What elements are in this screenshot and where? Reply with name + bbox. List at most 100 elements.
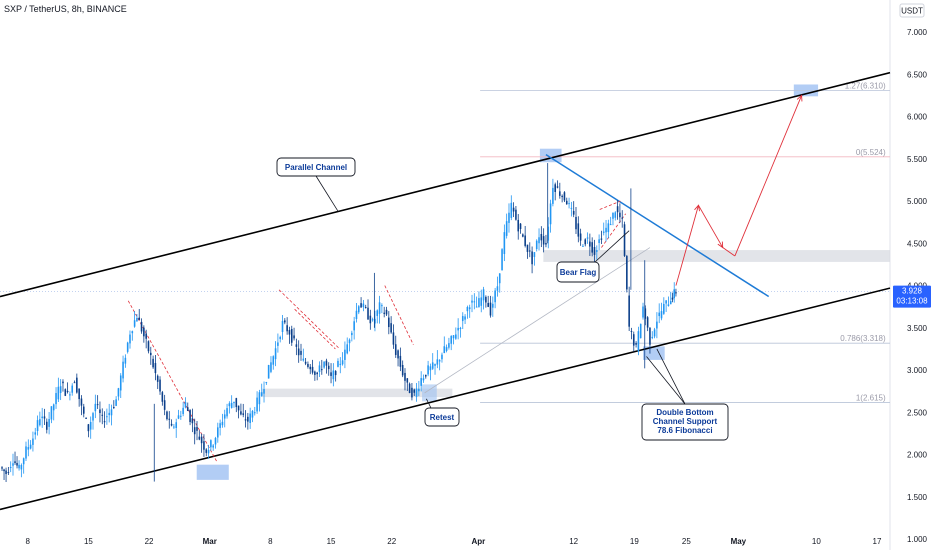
candle-body (554, 184, 557, 192)
candle-body (353, 321, 355, 331)
candle-body (300, 350, 302, 355)
candle-body (138, 317, 141, 320)
y-tick-label: 6.500 (907, 70, 928, 79)
y-tick-label: 6.000 (907, 113, 928, 122)
candle-body (344, 349, 346, 360)
candle-body (297, 348, 300, 356)
candle-body (316, 372, 318, 375)
candle-body (228, 403, 231, 407)
y-axis: 1.0001.5002.0002.5003.0003.5004.0004.500… (907, 28, 928, 544)
candle-body (223, 414, 226, 419)
candle-body (131, 331, 134, 334)
candle-body (468, 307, 471, 310)
x-tick-label: 22 (387, 537, 396, 546)
candle-body (406, 378, 409, 383)
candle-body (415, 388, 418, 397)
callout-box (641, 403, 729, 441)
candle-body (249, 413, 251, 423)
retest-callout[interactable]: Retest (424, 398, 460, 427)
candle-body (200, 436, 203, 444)
candle-body (210, 440, 212, 448)
candle-body (45, 421, 48, 430)
candle-body (371, 319, 374, 321)
candle-body (401, 364, 404, 376)
candle-body (434, 364, 436, 366)
candle-body (189, 410, 191, 422)
candle-body (392, 332, 395, 345)
candle-body (126, 342, 129, 352)
y-tick-label: 4.500 (907, 239, 928, 248)
candle-body (96, 404, 99, 406)
candle-body (357, 306, 360, 313)
candle-body (637, 331, 640, 352)
candle-body (279, 336, 282, 340)
descending-resistance-line[interactable] (545, 153, 770, 298)
candle-body (665, 300, 667, 304)
x-tick-label: 19 (630, 537, 639, 546)
candle-body (512, 207, 515, 212)
candle-body (332, 370, 335, 380)
candle-body (438, 360, 441, 362)
candle-body (39, 419, 41, 426)
candle-body (600, 238, 603, 240)
fib-level-label: 1.27(6.310) (845, 81, 886, 90)
candle-body (64, 389, 67, 396)
price-axis[interactable] (890, 0, 932, 550)
callout-text: Retest (430, 413, 455, 422)
candle-body (260, 392, 263, 396)
inner-trend-line (424, 247, 651, 394)
candle-body (552, 187, 554, 204)
callout-pointer (315, 175, 339, 212)
candle-body (62, 381, 64, 384)
candle-body (422, 378, 425, 381)
parallel-channel-callout[interactable]: Parallel Channel (276, 157, 356, 212)
projection-arrowhead (717, 241, 724, 249)
candle-body (309, 366, 312, 370)
candle-body (626, 256, 628, 290)
retest-highlight (422, 384, 437, 402)
projection-arrowhead (694, 204, 700, 212)
candle-body (508, 212, 510, 223)
candle-body (487, 302, 489, 307)
candle-body (59, 386, 62, 393)
candle-body (108, 412, 110, 416)
candle-body (595, 250, 598, 252)
candle-body (649, 327, 651, 345)
candle-body (307, 363, 309, 367)
candle-body (173, 426, 175, 428)
candle-body (168, 418, 171, 420)
fib-level-label: 1(2.615) (856, 394, 886, 403)
candle-body (515, 209, 517, 220)
candle-body (7, 472, 10, 474)
y-tick-label: 2.500 (907, 408, 928, 417)
candle-body (522, 234, 524, 237)
candle-body (528, 250, 531, 252)
candle-body (341, 360, 344, 365)
candle-body (253, 412, 256, 414)
candle-body (658, 312, 660, 317)
candle-body (85, 417, 87, 419)
candle-body (156, 375, 159, 382)
candle-body (323, 361, 325, 368)
candle-body (360, 303, 362, 308)
channel-upper-line[interactable] (0, 71, 891, 298)
candle-body (143, 327, 145, 337)
candle-body (628, 295, 630, 327)
x-tick-label: 8 (26, 537, 31, 546)
plot-area[interactable] (0, 0, 890, 550)
candle-body (582, 245, 584, 247)
candle-body (226, 408, 228, 417)
channel-lower-line[interactable] (0, 287, 891, 511)
candle-body (57, 386, 60, 400)
bear-flag-callout[interactable]: Bear Flag (556, 230, 630, 283)
candle-body (99, 409, 101, 414)
currency-unit-box[interactable] (899, 3, 925, 18)
candle-body (149, 352, 152, 356)
candle-body (147, 341, 150, 352)
candlesticks (1, 163, 677, 482)
candle-body (671, 297, 674, 300)
callout-box (276, 157, 356, 177)
fib-level-label: 0(5.524) (856, 148, 886, 157)
